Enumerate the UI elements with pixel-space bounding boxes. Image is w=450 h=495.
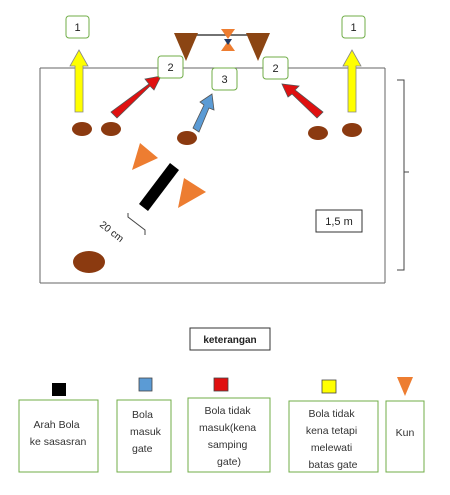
legend-swatch-black: [52, 383, 66, 396]
gate-label-3: 3: [211, 67, 238, 91]
ball-direction-bar: [139, 163, 179, 211]
svg-text:1: 1: [350, 22, 356, 34]
blue-arrow: [192, 93, 215, 133]
svg-text:3: 3: [221, 74, 227, 86]
svg-text:2: 2: [167, 62, 173, 74]
legend-text-bola-tidak-masuk: Bola tidak masuk(kena samping gate): [199, 405, 259, 468]
gate-cone-right: [246, 33, 270, 61]
ball: [177, 131, 197, 145]
start-ball: [73, 251, 105, 273]
legend-text-bola-masuk: Bola masuk gate: [130, 409, 164, 455]
legend-swatch-red: [213, 377, 229, 392]
legend-box-3: [187, 397, 271, 473]
gate-cone-left: [174, 33, 198, 61]
ball: [342, 123, 362, 137]
gate-label-1-right: 1: [341, 15, 366, 39]
legend-swatch-blue: [138, 377, 153, 392]
ball: [72, 122, 92, 136]
legend-box-1: [18, 399, 99, 473]
yellow-arrow-left: [69, 49, 89, 113]
legend-text-arah-bola: Arah Bola ke sasasran: [30, 419, 87, 448]
red-arrow-left: [110, 75, 162, 119]
legend-text-bola-tidak-kena: Bola tidak kena tetapi melewati batas ga…: [306, 408, 360, 471]
ball: [101, 122, 121, 136]
legend-swatch-cone: [397, 377, 413, 396]
svg-text:2: 2: [272, 63, 278, 75]
gate-hourglass-bottom: [221, 41, 235, 51]
svg-text:1: 1: [74, 22, 80, 34]
legend-box-5: [385, 400, 425, 473]
measurement-bracket: [127, 213, 146, 235]
field-side-bracket: [397, 79, 405, 271]
svg-text:keterangan: keterangan: [203, 335, 256, 346]
ball: [308, 126, 328, 140]
scale-box: 1,5 m: [315, 209, 363, 233]
gate-label-2-left: 2: [157, 55, 184, 79]
legend-box-4: [288, 400, 379, 473]
legend-title-box: keterangan: [189, 327, 271, 351]
legend-box-2: [116, 399, 172, 473]
yellow-arrow-right: [342, 49, 362, 113]
legend-text-kun: Kun: [396, 427, 415, 439]
gate-hourglass-mid: [224, 39, 232, 45]
legend-swatch-yellow: [321, 379, 337, 394]
gate-label-2-right: 2: [262, 56, 289, 80]
svg-text:1,5 m: 1,5 m: [325, 216, 353, 228]
gate-hourglass-top: [221, 29, 235, 39]
distance-label: 20 cm: [97, 219, 125, 244]
red-arrow-right: [281, 83, 324, 119]
orange-cone-right: [178, 178, 206, 208]
gate-label-1-left: 1: [65, 15, 90, 39]
orange-cone-left: [132, 143, 158, 170]
